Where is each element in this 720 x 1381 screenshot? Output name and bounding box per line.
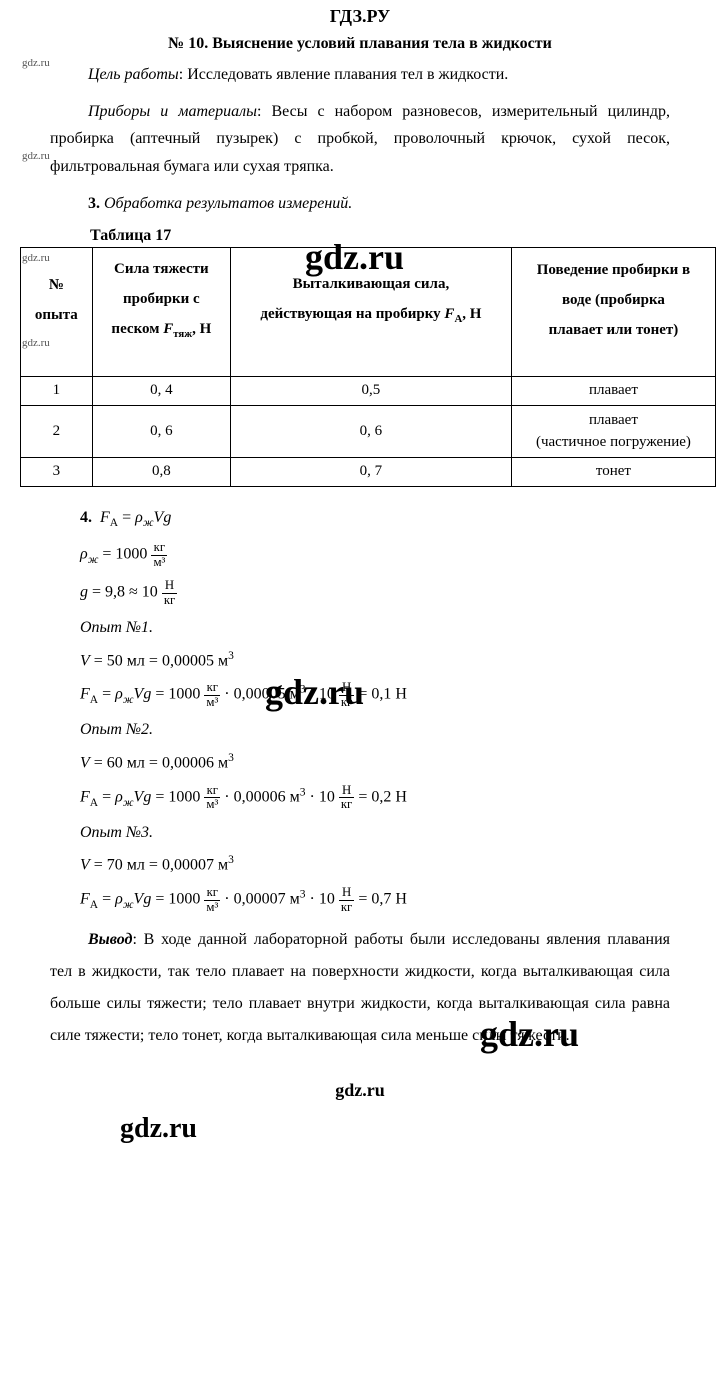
cell: плавает [511,376,715,405]
cell: 0, 4 [92,376,230,405]
table-label: Таблица 17 [90,227,700,245]
conclusion-paragraph: Вывод: В ходе данной лабораторной работы… [50,924,670,1052]
cell: 0,5 [230,376,511,405]
col-header-buoyancy: Выталкивающая сила,действующая на пробир… [230,247,511,376]
table-row: 1 0, 4 0,5 плавает [21,376,716,405]
table-row: 3 0,8 0, 7 тонет [21,457,716,486]
equipment-paragraph: Приборы и материалы: Весы с набором разн… [50,98,670,180]
section-4-num: 4. [80,509,92,526]
conclusion-text: : В ходе данной лабораторной работы были… [50,931,670,1044]
g-line: g = 9,8 ≈ 10 Hкг [80,579,670,607]
exp3-f: FA = ρжVg = 1000 кгм³ · 0,00007 м3 · 10 … [80,886,670,914]
lab-title: № 10. Выяснение условий плавания тела в … [20,35,700,53]
cell: 0, 6 [230,405,511,457]
cell: 0, 6 [92,405,230,457]
watermark-small-2: gdz.ru [22,150,50,162]
goal-text: : Исследовать явление плавания тел в жид… [179,66,509,83]
cell: 3 [21,457,93,486]
goal-paragraph: Цель работы: Исследовать явление плавани… [50,61,670,88]
cell: 0, 7 [230,457,511,486]
table-header-row: №опыта Сила тяжестипробирки спеском Fтяж… [21,247,716,376]
cell: 2 [21,405,93,457]
section-3: 3.Обработка результатов измерений. [50,190,670,217]
site-header: ГДЗ.РУ [20,0,700,29]
cell: 1 [21,376,93,405]
conclusion-label: Вывод [88,931,132,948]
results-table: №опыта Сила тяжестипробирки спеском Fтяж… [20,247,716,487]
calc-header: 4. FA = ρжVg [80,507,670,532]
section-3-num: 3. [88,195,100,212]
equipment-label: Приборы и материалы [88,103,257,120]
exp2-title: Опыт №2. [80,719,670,741]
cell: 0,8 [92,457,230,486]
goal-label: Цель работы [88,66,179,83]
calculations: 4. FA = ρжVg ρж = 1000 кгм³ g = 9,8 ≈ 10… [80,507,670,914]
watermark-mid-1: gdz.ru [120,1110,197,1148]
footer-watermark: gdz.ru [20,1080,700,1101]
cell: плавает(частичное погружение) [511,405,715,457]
col-header-num: №опыта [21,247,93,376]
cell: тонет [511,457,715,486]
watermark-small-1: gdz.ru [22,57,50,69]
exp2-v: V = 60 мл = 0,00006 м3 [80,751,670,774]
exp2-f: FA = ρжVg = 1000 кгм³ · 0,00006 м3 · 10 … [80,784,670,812]
section-3-label: Обработка результатов измерений. [104,195,352,212]
table-row: 2 0, 6 0, 6 плавает(частичное погружение… [21,405,716,457]
exp1-title: Опыт №1. [80,617,670,639]
col-header-behavior: Поведение пробирки вводе (пробиркаплавае… [511,247,715,376]
exp3-v: V = 70 мл = 0,00007 м3 [80,853,670,876]
exp1-v: V = 50 мл = 0,00005 м3 [80,649,670,672]
rho-line: ρж = 1000 кгм³ [80,541,670,569]
col-header-gravity: Сила тяжестипробирки спеском Fтяж, Н [92,247,230,376]
exp3-title: Опыт №3. [80,822,670,844]
exp1-f: FA = ρжVg = 1000 кгм³ · 0,00005 м3 · 10 … [80,681,670,709]
